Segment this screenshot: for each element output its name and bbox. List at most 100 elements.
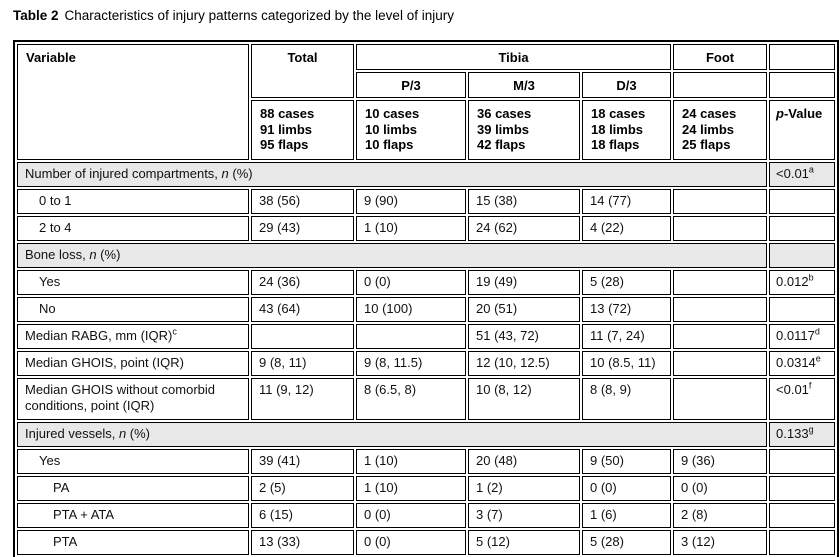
cell-total: 9 (8, 11)	[251, 351, 354, 377]
cell-tibia-p3	[356, 324, 466, 350]
cell-tibia-p3: 1 (10)	[356, 476, 466, 502]
table-body: Number of injured compartments, n (%) <0.…	[17, 162, 836, 557]
cell-pvalue: <0.01f	[769, 378, 836, 421]
table-row: 2 to 4 29 (43) 1 (10) 24 (62) 4 (22)	[17, 216, 836, 242]
cell-foot	[673, 297, 768, 323]
col-header-pvalue: p-Value	[769, 99, 836, 161]
table-number: Table 2	[13, 8, 59, 23]
col-header-foot: Foot	[673, 44, 768, 70]
row-label: Median GHOIS, point (IQR)	[17, 351, 249, 377]
section-row: Bone loss, n (%)	[17, 243, 836, 269]
cell-tibia-d3: 5 (28)	[582, 270, 672, 296]
cell-pvalue	[769, 297, 836, 323]
cell-foot	[673, 189, 768, 215]
counts-tibia-d3: 18 cases 18 limbs 18 flaps	[582, 99, 672, 161]
col-header-total: Total	[251, 44, 354, 98]
cell-pvalue	[769, 189, 836, 215]
cell-pvalue: 0.0314e	[769, 351, 836, 377]
cell-pvalue	[769, 216, 836, 242]
cell-pvalue: 0.0117d	[769, 324, 836, 350]
counts-total: 88 cases 91 limbs 95 flaps	[251, 99, 354, 161]
cell-tibia-m3: 20 (51)	[468, 297, 580, 323]
cell-foot: 0 (0)	[673, 476, 768, 502]
col-header-tibia-m3: M/3	[468, 71, 580, 98]
row-label: No	[17, 297, 249, 323]
p-rest: -Value	[783, 105, 823, 121]
cell-foot	[673, 378, 768, 421]
cell-pvalue	[769, 530, 836, 556]
cell-tibia-m3: 1 (2)	[468, 476, 580, 502]
cell-tibia-p3: 0 (0)	[356, 503, 466, 529]
cell-pvalue: 0.012b	[769, 270, 836, 296]
table-row: PA 2 (5) 1 (10) 1 (2) 0 (0) 0 (0)	[17, 476, 836, 502]
cell-tibia-d3: 4 (22)	[582, 216, 672, 242]
table-row: Median RABG, mm (IQR)c 51 (43, 72) 11 (7, …	[17, 324, 836, 350]
row-label: PTA	[17, 530, 249, 556]
row-label: PTA + ATA	[17, 503, 249, 529]
cell-tibia-d3: 10 (8.5, 11)	[582, 351, 672, 377]
table-row: Yes 24 (36) 0 (0) 19 (49) 5 (28) 0.012b	[17, 270, 836, 296]
table-row: No 43 (64) 10 (100) 20 (51) 13 (72)	[17, 297, 836, 323]
header-row-groups: Variable Total Tibia Foot	[17, 44, 836, 161]
table-header: Variable Total Tibia Foot P/3 M/3 D/3 88…	[17, 44, 836, 161]
row-label: Yes	[17, 270, 249, 296]
table-row: 0 to 1 38 (56) 9 (90) 15 (38) 14 (77)	[17, 189, 836, 215]
cell-tibia-d3: 1 (6)	[582, 503, 672, 529]
row-label: 0 to 1	[17, 189, 249, 215]
cell-foot	[673, 324, 768, 350]
counts-tibia-m3: 36 cases 39 limbs 42 flaps	[468, 99, 580, 161]
cell-tibia-m3: 15 (38)	[468, 189, 580, 215]
cell-total: 2 (5)	[251, 476, 354, 502]
cell-pvalue	[769, 243, 836, 269]
cell-foot	[673, 351, 768, 377]
cell-tibia-p3: 0 (0)	[356, 530, 466, 556]
table-row: Yes 39 (41) 1 (10) 20 (48) 9 (50) 9 (36)	[17, 449, 836, 475]
cell-tibia-m3: 19 (49)	[468, 270, 580, 296]
cell-tibia-m3: 24 (62)	[468, 216, 580, 242]
col-header-tibia: Tibia	[356, 44, 672, 70]
cell-tibia-p3: 9 (8, 11.5)	[356, 351, 466, 377]
cell-pvalue: <0.01a	[769, 162, 836, 188]
counts-tibia-p3: 10 cases 10 limbs 10 flaps	[356, 99, 466, 161]
injury-patterns-table: Variable Total Tibia Foot P/3 M/3 D/3 88…	[13, 40, 840, 557]
cell-tibia-d3: 13 (72)	[582, 297, 672, 323]
cell-tibia-d3: 9 (50)	[582, 449, 672, 475]
row-label: PA	[17, 476, 249, 502]
cell-total: 29 (43)	[251, 216, 354, 242]
cell-pvalue	[769, 503, 836, 529]
col-header-tibia-d3: D/3	[582, 71, 672, 98]
row-label: 2 to 4	[17, 216, 249, 242]
col-header-p-spacer-2	[769, 71, 836, 98]
section-label: Injured vessels, n (%)	[17, 422, 768, 448]
table-row: Median GHOIS, point (IQR) 9 (8, 11) 9 (8, …	[17, 351, 836, 377]
cell-tibia-p3: 1 (10)	[356, 449, 466, 475]
cell-tibia-d3: 14 (77)	[582, 189, 672, 215]
table-row: Median GHOIS without comorbid conditions…	[17, 378, 836, 421]
cell-tibia-m3: 51 (43, 72)	[468, 324, 580, 350]
cell-tibia-d3: 0 (0)	[582, 476, 672, 502]
cell-total: 11 (9, 12)	[251, 378, 354, 421]
cell-tibia-m3: 20 (48)	[468, 449, 580, 475]
section-label: Number of injured compartments, n (%)	[17, 162, 768, 188]
cell-total	[251, 324, 354, 350]
cell-tibia-m3: 12 (10, 12.5)	[468, 351, 580, 377]
cell-tibia-p3: 8 (6.5, 8)	[356, 378, 466, 421]
table-title: Characteristics of injury patterns categ…	[64, 8, 454, 23]
table-row: PTA + ATA 6 (15) 0 (0) 3 (7) 1 (6) 2 (8)	[17, 503, 836, 529]
cell-total: 24 (36)	[251, 270, 354, 296]
cell-total: 43 (64)	[251, 297, 354, 323]
section-row: Number of injured compartments, n (%) <0.…	[17, 162, 836, 188]
table-row: PTA 13 (33) 0 (0) 5 (12) 5 (28) 3 (12)	[17, 530, 836, 556]
col-header-tibia-p3: P/3	[356, 71, 466, 98]
col-header-foot-spacer	[673, 71, 768, 98]
col-header-p-spacer-1	[769, 44, 836, 70]
cell-tibia-p3: 9 (90)	[356, 189, 466, 215]
col-header-variable: Variable	[17, 44, 249, 161]
cell-total: 38 (56)	[251, 189, 354, 215]
cell-foot: 2 (8)	[673, 503, 768, 529]
cell-tibia-p3: 10 (100)	[356, 297, 466, 323]
cell-pvalue	[769, 449, 836, 475]
cell-foot: 3 (12)	[673, 530, 768, 556]
cell-total: 13 (33)	[251, 530, 354, 556]
